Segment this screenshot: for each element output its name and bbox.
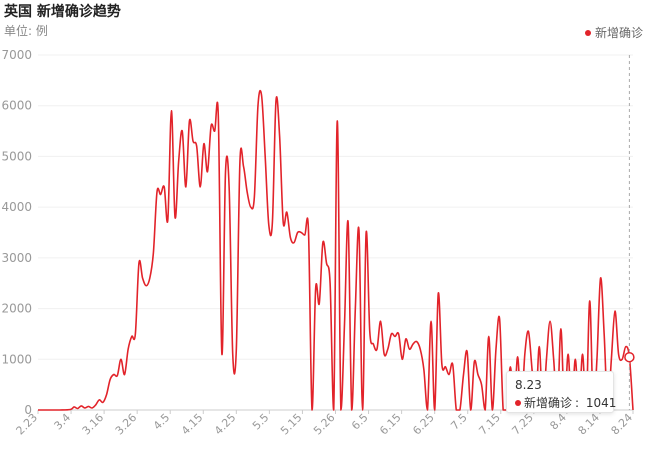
tooltip: 8.23 新增确诊: 1041	[506, 371, 617, 413]
legend[interactable]: 新增确诊	[584, 24, 643, 41]
x-tick-label: 6.5	[349, 411, 371, 433]
x-tick-label: 3.26	[113, 411, 140, 438]
x-tick-label: 3.4	[52, 411, 74, 433]
legend-label: 新增确诊	[594, 26, 643, 40]
x-tick-label: 7.25	[509, 411, 536, 438]
x-tick-label: 8.14	[576, 411, 603, 438]
legend-dot-icon	[584, 29, 591, 36]
x-tick-label: 7.5	[448, 411, 470, 433]
tooltip-date: 8.23	[515, 378, 542, 392]
x-tick-label: 4.15	[179, 411, 206, 438]
chart-title: 英国 新增确诊趋势	[4, 4, 121, 20]
y-tick-label: 6000	[1, 99, 32, 113]
x-tick-label: 2.23	[14, 411, 41, 438]
y-tick-label: 5000	[1, 149, 32, 163]
x-tick-label: 5.26	[311, 411, 338, 438]
tooltip-dot-icon	[515, 399, 521, 406]
x-tick-label: 8.4	[547, 411, 569, 433]
x-tick-label: 6.15	[377, 411, 404, 438]
unit-label: 单位: 例	[4, 24, 48, 38]
tooltip-series-label: 新增确诊	[524, 396, 573, 410]
x-tick-label: 4.25	[212, 411, 239, 438]
x-tick-label: 5.15	[278, 411, 305, 438]
tooltip-value: 1041	[585, 395, 617, 410]
x-tick-label: 7.15	[476, 411, 503, 438]
y-tick-label: 7000	[1, 48, 32, 62]
x-tick-label: 6.25	[410, 411, 437, 438]
y-tick-label: 0	[24, 403, 32, 417]
hover-point[interactable]	[624, 351, 635, 363]
y-tick-label: 4000	[1, 200, 32, 214]
x-tick-label: 5.5	[250, 411, 272, 433]
y-tick-label: 3000	[1, 251, 32, 265]
x-tick-label: 3.16	[80, 411, 107, 438]
series-line-new-confirmed[interactable]	[38, 89, 634, 411]
x-tick-label: 4.5	[151, 411, 173, 433]
y-tick-label: 2000	[1, 302, 32, 316]
x-tick-label: 8.24	[609, 411, 636, 438]
y-tick-label: 1000	[1, 352, 32, 366]
